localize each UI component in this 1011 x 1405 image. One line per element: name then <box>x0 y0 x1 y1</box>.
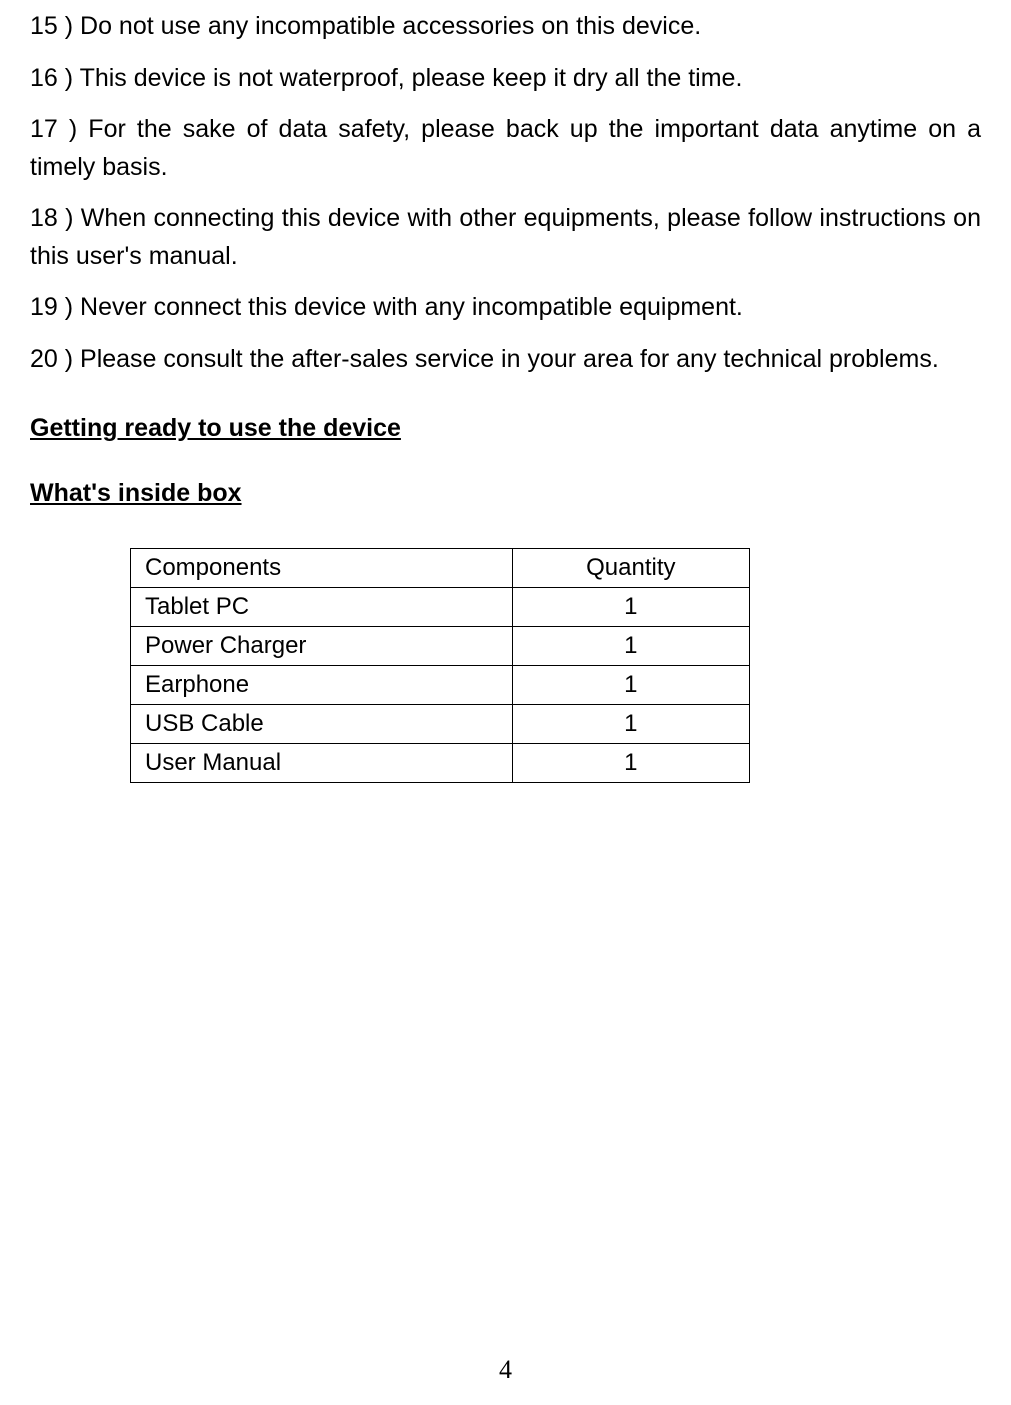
table-row: Earphone 1 <box>131 666 750 705</box>
table-cell: Earphone <box>131 666 513 705</box>
table-cell: Power Charger <box>131 627 513 666</box>
warning-item: 16 ) This device is not waterproof, plea… <box>30 60 981 98</box>
table-cell: 1 <box>512 744 749 783</box>
table-row: USB Cable 1 <box>131 705 750 744</box>
table-row: User Manual 1 <box>131 744 750 783</box>
table-cell: 1 <box>512 705 749 744</box>
warning-item: 17 ) For the sake of data safety, please… <box>30 111 981 186</box>
warning-item: 19 ) Never connect this device with any … <box>30 289 981 327</box>
warning-item: 18 ) When connecting this device with ot… <box>30 200 981 275</box>
table-cell: 1 <box>512 666 749 705</box>
table-cell: 1 <box>512 627 749 666</box>
warning-item: 20 ) Please consult the after-sales serv… <box>30 341 981 379</box>
table-cell: 1 <box>512 588 749 627</box>
sub-heading: What's inside box <box>30 479 981 508</box>
section-heading: Getting ready to use the device <box>30 414 981 443</box>
table-cell: Tablet PC <box>131 588 513 627</box>
table-cell: USB Cable <box>131 705 513 744</box>
table-cell: User Manual <box>131 744 513 783</box>
table-header-row: Components Quantity <box>131 549 750 588</box>
table-row: Tablet PC 1 <box>131 588 750 627</box>
warning-item: 15 ) Do not use any incompatible accesso… <box>30 8 981 46</box>
document-content: 15 ) Do not use any incompatible accesso… <box>30 8 981 783</box>
table-header-cell: Components <box>131 549 513 588</box>
components-table: Components Quantity Tablet PC 1 Power Ch… <box>130 548 750 783</box>
page-number: 4 <box>499 1355 512 1385</box>
table-row: Power Charger 1 <box>131 627 750 666</box>
table-header-cell: Quantity <box>512 549 749 588</box>
